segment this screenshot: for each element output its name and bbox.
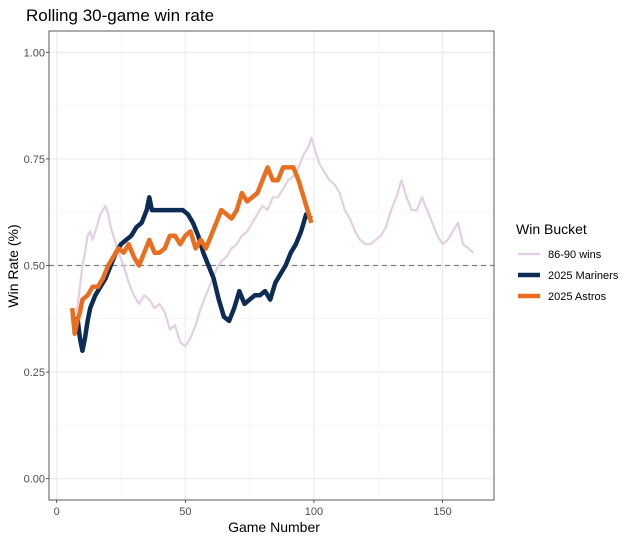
chart-title: Rolling 30-game win rate: [26, 6, 214, 25]
legend-title: Win Bucket: [516, 221, 587, 237]
y-tick-label: 0.50: [24, 261, 45, 273]
y-tick-label: 0.75: [24, 154, 45, 166]
legend-label-1: 86-90 wins: [548, 249, 602, 261]
series-line-3: [69, 165, 314, 336]
legend: Win Bucket 86-90 wins 2025 Mariners 2025 A…: [516, 221, 619, 303]
y-tick-label: 1.00: [24, 47, 45, 59]
y-axis-ticks: 0.00 0.25 0.50 0.75 1.00: [24, 47, 49, 486]
series-group: [69, 136, 475, 354]
series-line-1: [71, 136, 475, 348]
legend-label-3: 2025 Astros: [548, 291, 607, 303]
y-axis-label: Win Rate (%): [5, 224, 21, 307]
x-axis-ticks: 0 50 100 150: [54, 500, 452, 518]
x-tick-label: 150: [433, 506, 451, 518]
x-tick-label: 50: [179, 506, 191, 518]
y-tick-label: 0.25: [24, 367, 45, 379]
x-axis-label: Game Number: [228, 519, 320, 535]
x-tick-label: 100: [305, 506, 323, 518]
y-tick-label: 0.00: [24, 474, 45, 486]
legend-label-2: 2025 Mariners: [548, 270, 619, 282]
x-tick-label: 0: [54, 506, 60, 518]
